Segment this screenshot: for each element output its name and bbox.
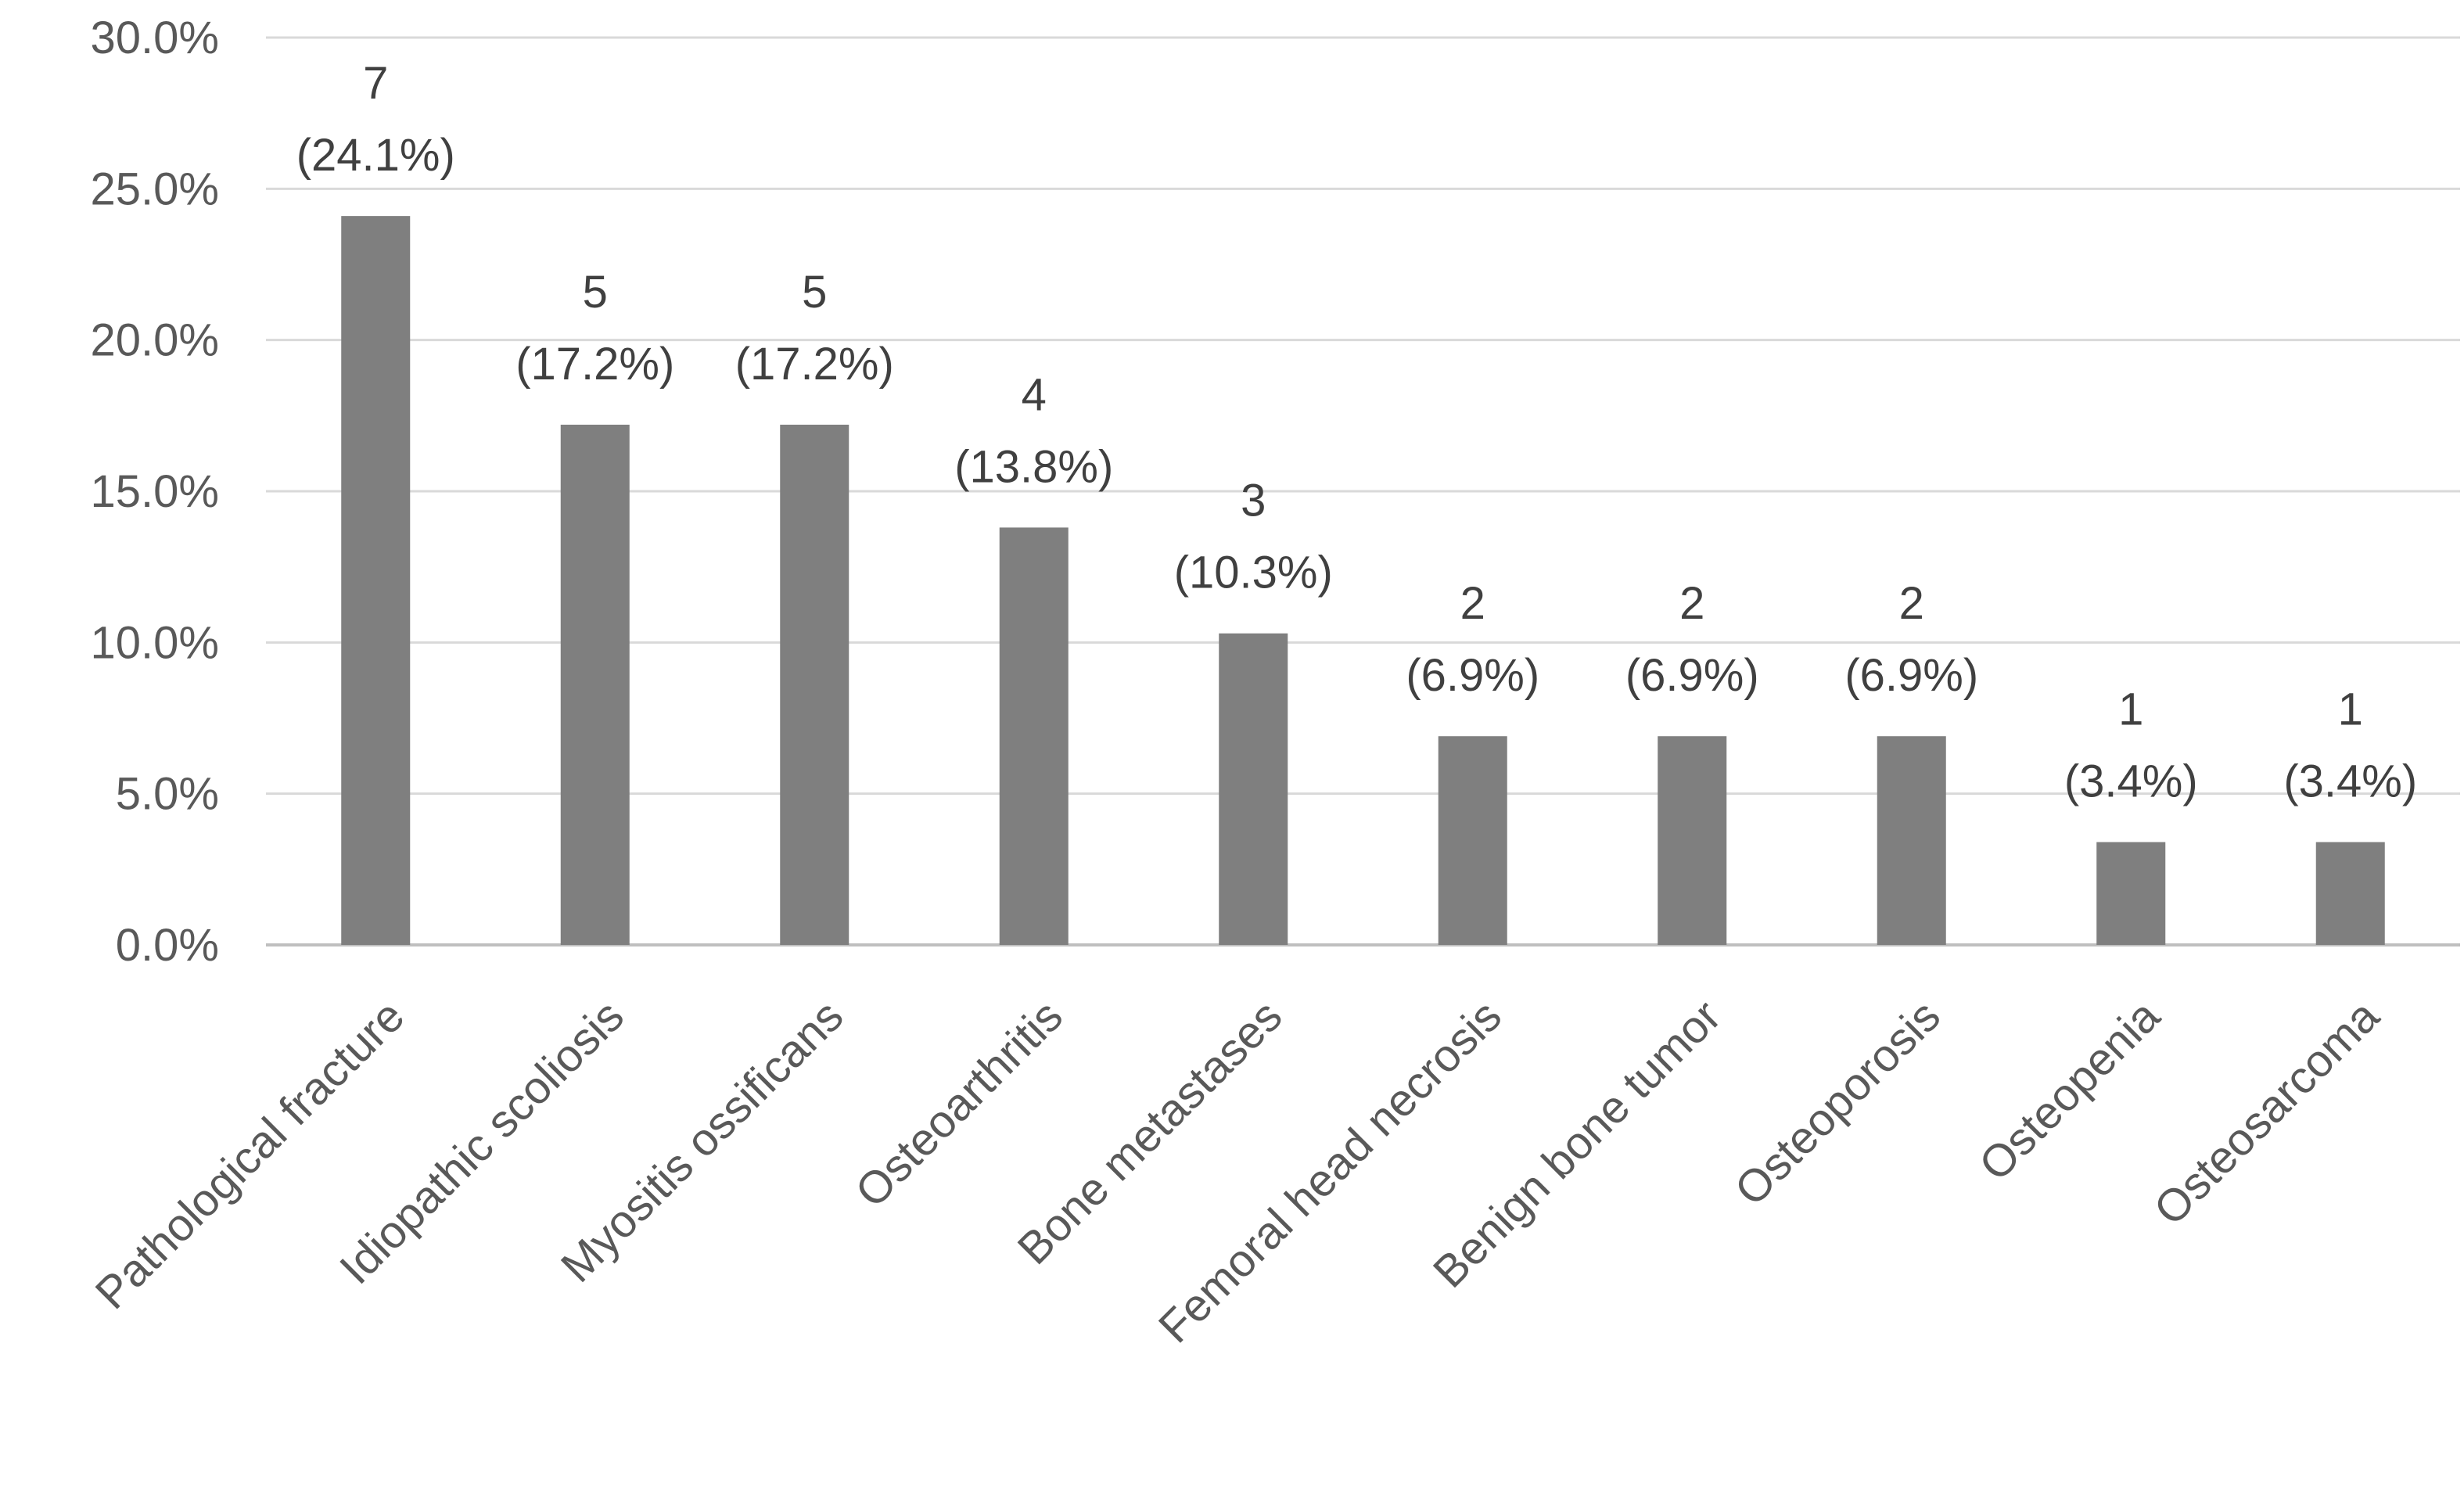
category-label: Osteoporosis [1725,990,1950,1216]
bar [560,424,630,945]
data-label-count: 2 [1899,578,1924,629]
data-label-percent: (3.4%) [2064,756,2198,807]
data-label-percent: (6.9%) [1844,650,1978,701]
data-label-percent: (17.2%) [735,339,894,390]
bar [1658,736,1727,945]
data-label-percent: (17.2%) [515,339,674,390]
data-label-count: 1 [2338,684,2363,735]
y-tick-label: 5.0% [116,769,219,820]
data-label-percent: (6.9%) [1406,650,1539,701]
data-label-count: 2 [1460,578,1485,629]
bar [2096,842,2166,945]
data-label-count: 7 [363,58,388,109]
data-label-percent: (13.8%) [954,441,1113,492]
data-label-count: 5 [583,267,608,318]
bar [999,527,1069,945]
data-label-count: 1 [2118,684,2143,735]
bar [1219,633,1288,945]
category-label: Osteosarcoma [2144,990,2389,1235]
y-tick-label: 30.0% [91,13,219,63]
data-label-percent: (3.4%) [2283,756,2417,807]
y-tick-label: 25.0% [91,163,219,214]
y-axis: 0.0% 5.0% 10.0% 15.0% 20.0% 25.0% 30.0% [91,13,219,971]
data-label-count: 2 [1679,578,1704,629]
category-label: Osteoarthritis [846,990,1072,1217]
data-label-percent: (10.3%) [1174,548,1333,598]
bar [1877,736,1946,945]
data-label-count: 5 [802,267,827,318]
gridlines [266,36,2460,946]
data-labels: 7 (24.1%) 5 (17.2%) 5 (17.2%) 4 (13.8%) 3 (10.3%)… [296,58,2417,806]
bar [780,424,849,945]
data-label-count: 4 [1022,369,1047,420]
bar [2315,842,2385,945]
y-tick-label: 0.0% [116,920,219,971]
y-tick-label: 15.0% [91,466,219,517]
data-label-count: 3 [1241,476,1266,526]
category-label: Osteopenia [1970,990,2170,1191]
bars [341,216,2385,946]
bar [341,216,411,946]
bar [1438,736,1507,945]
data-label-percent: (6.9%) [1625,650,1759,701]
data-label-percent: (24.1%) [296,130,455,181]
y-tick-label: 10.0% [91,617,219,668]
y-tick-label: 20.0% [91,315,219,366]
